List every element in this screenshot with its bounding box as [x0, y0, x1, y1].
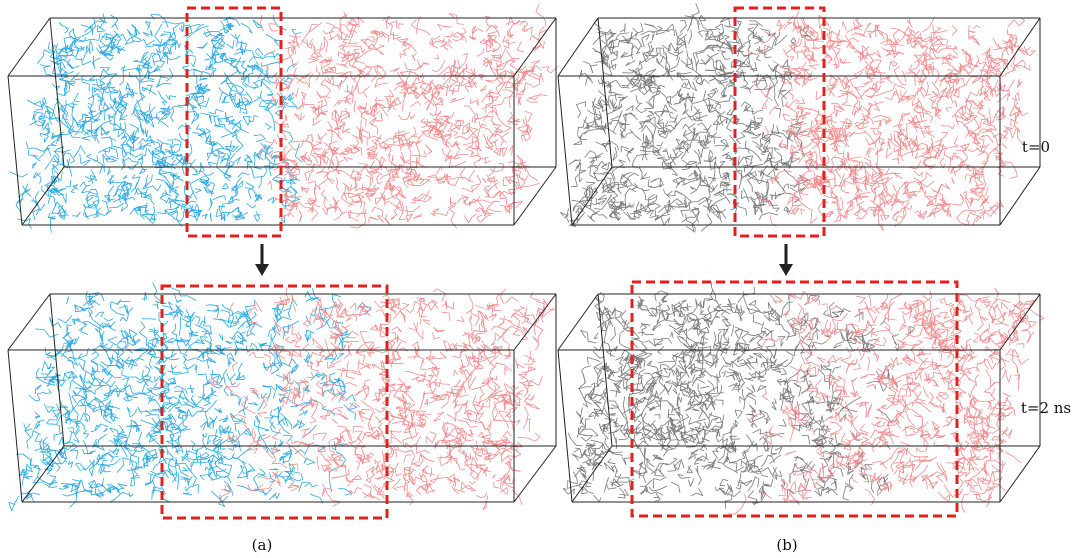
simulation-box-a-top	[7, 17, 557, 226]
interface-highlight-b-bottom	[630, 280, 959, 518]
interface-highlight-a-bottom	[160, 284, 389, 520]
time-arrow-a	[255, 244, 269, 276]
caption-a: (a)	[252, 536, 273, 554]
time-label-t0: t=0	[1022, 138, 1050, 156]
panel-b-top	[557, 3, 1041, 238]
molecules-a-top-right	[257, 3, 559, 229]
panel-b-bottom	[557, 280, 1045, 518]
panel-a-top	[7, 3, 559, 238]
interface-highlight-b-top	[733, 6, 826, 238]
time-label-t2: t=2 ns	[1021, 399, 1071, 417]
interface-highlight-a-top	[185, 6, 283, 238]
time-arrow-b	[779, 244, 793, 276]
simulation-box-a-bottom	[7, 293, 557, 503]
molecules-b-top-right	[747, 11, 1036, 232]
molecules-a-top-left	[9, 13, 303, 233]
molecules-a-bottom-left	[8, 282, 372, 512]
molecules-b-bottom-left	[562, 282, 915, 509]
caption-b: (b)	[776, 536, 797, 554]
simulation-box-b-top	[557, 17, 1041, 226]
molecules-b-top-left	[560, 3, 813, 233]
panel-a-bottom	[7, 282, 557, 520]
molecules-a-bottom-right	[208, 287, 556, 511]
